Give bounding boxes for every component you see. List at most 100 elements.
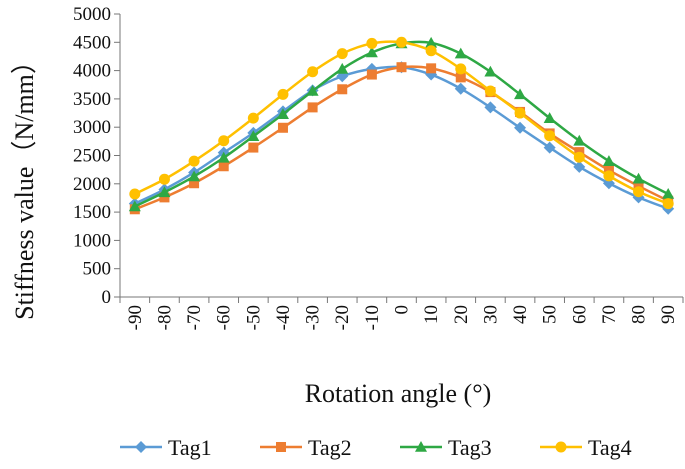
legend-label: Tag2 [308,435,352,460]
data-point [662,198,674,210]
data-point [128,200,141,212]
legend-item: Tag3 [400,435,492,460]
data-point [514,88,527,100]
data-point [276,108,289,119]
x-tick-label: 10 [421,305,442,324]
data-point [484,65,497,77]
y-tick-label: 0 [102,287,112,308]
data-point [543,112,556,123]
legend: Tag1 Tag2 Tag3 Tag4 [120,435,632,460]
data-point [365,46,378,58]
data-point [426,63,437,74]
x-tick-label: 30 [480,305,501,324]
data-point [188,155,200,167]
data-point [336,48,348,60]
x-tick-label: 80 [629,305,650,324]
data-point [544,130,556,142]
data-point [247,112,259,124]
legend-marker [276,442,286,452]
y-axis-title: Stiffness value（N/mm） [10,48,39,320]
data-point [248,142,259,153]
y-tick-label: 500 [83,259,112,280]
data-point [454,82,467,95]
data-point [455,63,467,75]
data-point [484,101,497,114]
x-tick-label: 90 [658,305,679,324]
data-point [632,172,645,184]
data-point [633,181,644,192]
data-point [425,45,437,57]
x-tick-label: 20 [451,305,472,324]
y-tick-label: 2000 [73,174,111,195]
data-point [454,47,467,59]
data-point [514,107,526,119]
data-point [425,36,438,48]
x-axis-ticks: -90 -80 -70 -60 -50 -40 -30 -20 -10 0 10 20 30 40 50 60… [119,297,684,330]
data-point [158,173,170,185]
legend-item: Tag2 [260,435,352,460]
x-tick-label: -80 [154,305,175,330]
data-point [218,135,230,147]
data-point [543,141,556,154]
series-line [134,65,669,211]
y-tick-label: 4000 [73,61,111,82]
legend-marker [135,441,147,453]
x-tick-label: -60 [214,305,235,330]
series-tag2 [129,62,674,215]
data-point [573,160,586,173]
data-point [455,72,466,83]
x-tick-label: 70 [599,305,620,324]
data-point [306,84,319,96]
data-point [603,165,614,176]
x-tick-label: -10 [362,305,383,330]
x-tick-label: -70 [184,305,205,330]
legend-marker [415,441,427,452]
data-point [189,178,200,189]
series-tag4 [129,36,674,210]
data-point [396,62,407,73]
data-point [633,186,645,198]
data-point [247,130,260,142]
data-point [396,36,407,48]
data-point [602,155,615,166]
x-tick-label: -50 [243,305,264,330]
data-point [366,37,378,49]
data-point [188,170,201,182]
data-point [217,151,230,163]
x-tick-label: -90 [125,305,146,330]
y-tick-label: 4500 [73,32,111,53]
data-point [337,84,348,95]
legend-marker [555,441,567,453]
x-tick-label: -40 [273,305,294,330]
data-point [277,88,289,100]
data-point [277,122,288,133]
x-tick-label: -30 [303,305,324,330]
data-point [484,85,496,97]
y-tick-label: 2500 [73,146,111,167]
legend-label: Tag3 [448,435,492,460]
legend-label: Tag1 [168,435,212,460]
x-tick-label: 50 [540,305,561,324]
x-axis-title: Rotation angle (°) [305,379,492,408]
x-tick-label: -20 [332,305,353,330]
y-tick-label: 1500 [73,202,111,223]
data-point [662,187,675,199]
data-point [573,134,586,146]
x-tick-label: 40 [510,305,531,324]
data-point [129,188,141,200]
data-point [158,186,171,198]
legend-label: Tag4 [588,435,632,460]
y-tick-label: 5000 [73,4,111,25]
data-point [603,170,615,182]
data-point [366,69,377,80]
data-point [218,161,229,172]
x-tick-label: 60 [569,305,590,324]
y-tick-label: 3500 [73,89,111,110]
data-point [307,66,319,78]
data-point [307,102,318,113]
y-tick-label: 3000 [73,117,111,138]
series-tag1 [128,61,675,215]
data-point [159,192,170,203]
y-axis-ticks: 0 500 1000 1500 2000 2500 3000 3500 4000 4500 5000 [73,4,120,308]
